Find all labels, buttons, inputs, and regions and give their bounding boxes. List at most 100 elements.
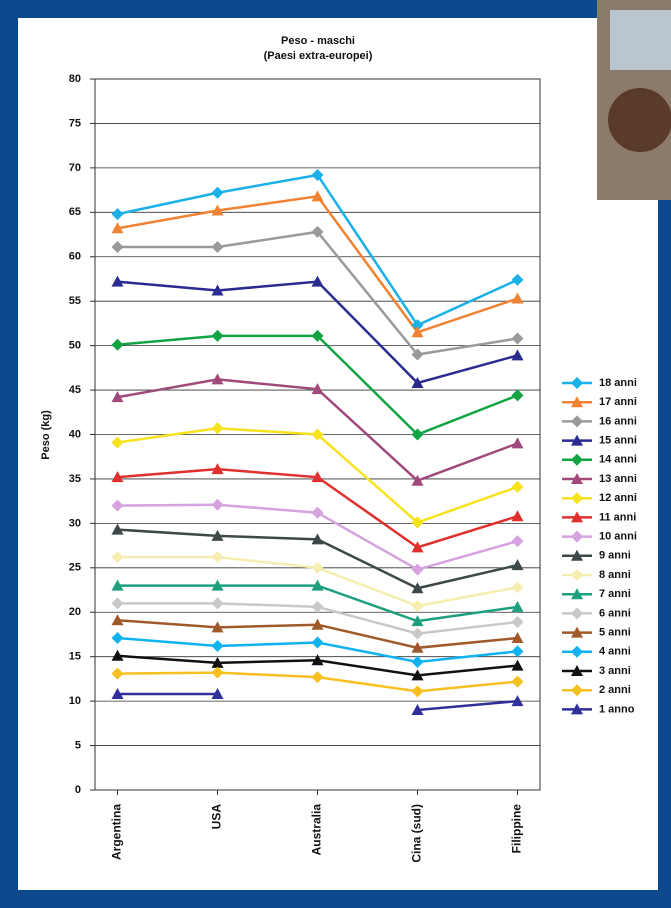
data-point [311,600,324,613]
data-point [511,632,524,644]
data-point [211,666,224,679]
data-point [111,551,124,564]
legend-label: 14 anni [599,454,637,466]
data-point [211,579,224,591]
legend-label: 9 anni [599,550,631,562]
legend-marker [571,377,583,389]
y-tick-label: 65 [69,206,81,218]
legend-label: 12 anni [599,492,637,504]
x-tick-label: USA [210,804,224,830]
data-point [111,597,124,610]
legend-marker [571,473,583,484]
data-point [111,614,124,626]
legend-marker [571,530,583,543]
legend-label: 4 anni [599,646,631,658]
y-tick-label: 20 [69,606,81,618]
data-point [411,641,424,653]
data-point [511,616,524,629]
y-tick-label: 50 [69,340,81,352]
legend-marker [571,453,583,466]
data-point [411,376,424,388]
x-tick-label: Australia [310,804,324,856]
data-point [311,636,324,649]
series-line [117,692,518,712]
legend-label: 16 anni [599,415,637,427]
data-point [411,541,424,553]
data-point [411,563,424,576]
data-point [311,168,324,181]
y-tick-label: 45 [69,384,81,396]
legend-label: 7 anni [599,588,631,600]
data-point [411,319,424,332]
photo [597,0,671,200]
x-tick-label: Cina (sud) [410,804,424,863]
data-point [311,225,324,238]
y-tick-label: 60 [69,251,81,263]
y-tick-label: 40 [69,428,81,440]
legend-label: 1 anno [599,703,635,715]
legend-label: 17 anni [599,396,637,408]
data-point [111,471,124,483]
data-point [411,600,424,613]
data-point [211,498,224,511]
legend-label: 5 anni [599,627,631,639]
legend-label: 13 anni [599,473,637,485]
legend-label: 8 anni [599,569,631,581]
data-point [411,685,424,698]
legend-label: 11 anni [599,511,636,523]
legend-label: 6 anni [599,607,631,619]
legend-marker [571,607,583,620]
data-point [311,471,324,483]
data-point [111,667,124,680]
data-point [411,326,424,338]
data-point [111,436,124,449]
data-point [111,240,124,253]
y-tick-label: 10 [69,695,81,707]
data-point [211,529,224,541]
data-point [411,348,424,361]
y-tick-label: 5 [75,739,81,751]
data-point [511,695,524,707]
data-point [111,649,124,661]
data-point [211,204,224,216]
data-point [511,292,524,304]
data-point [511,559,524,571]
data-point [111,208,124,221]
data-point [211,656,224,668]
data-point [511,600,524,612]
data-point [511,510,524,522]
data-point [511,675,524,688]
y-tick-label: 70 [69,162,81,174]
data-point [511,332,524,345]
legend-marker [571,549,583,561]
legend-marker [571,665,583,676]
data-point [311,671,324,684]
data-point [311,618,324,630]
data-point [311,579,324,591]
y-tick-label: 75 [69,117,81,129]
data-point [311,533,324,545]
data-point [111,688,124,700]
data-point [111,523,124,535]
data-point [511,659,524,671]
data-point [111,579,124,591]
data-point [311,383,324,395]
data-point [211,463,224,475]
legend-marker [571,511,583,523]
legend-marker [571,626,583,638]
legend-label: 18 anni [599,377,637,389]
data-point [311,506,324,519]
data-point [511,480,524,493]
data-point [211,551,224,564]
data-point [211,373,224,385]
data-point [411,516,424,529]
y-tick-label: 15 [69,651,81,663]
legend-label: 10 anni [599,531,637,543]
legend-marker [571,588,583,600]
data-point [211,422,224,435]
chart-subtitle: (Paesi extra-europei) [264,50,373,62]
y-tick-label: 55 [69,295,81,307]
y-axis-label: Peso (kg) [40,410,52,460]
data-point [511,389,524,402]
